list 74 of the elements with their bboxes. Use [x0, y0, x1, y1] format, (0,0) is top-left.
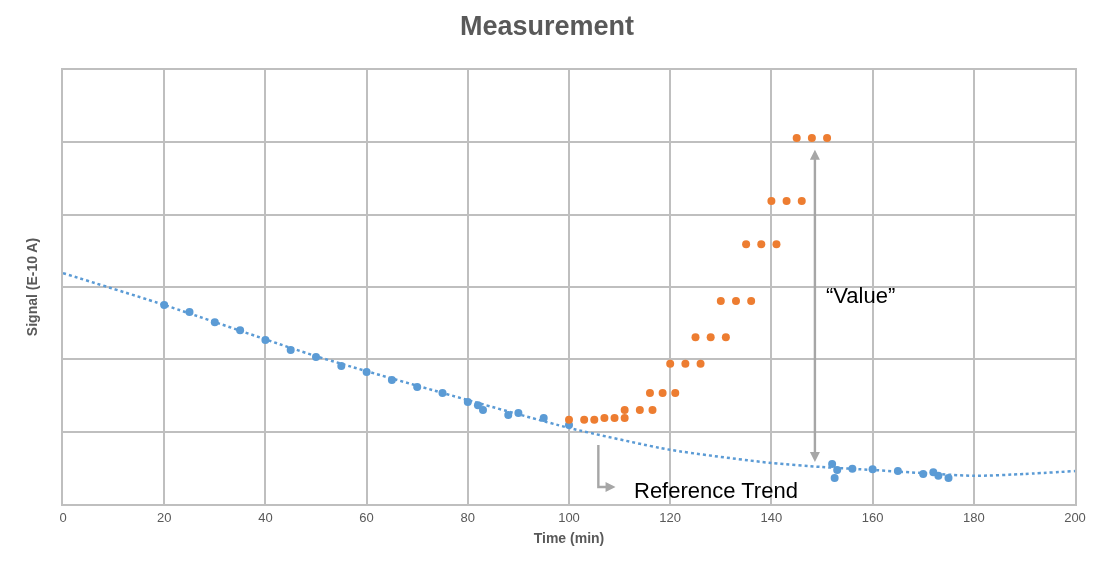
- point: [387, 375, 396, 384]
- point: [757, 240, 766, 249]
- point: [792, 134, 801, 143]
- point: [600, 414, 609, 423]
- point: [671, 389, 680, 398]
- x-tick-label: 60: [359, 509, 374, 525]
- point: [504, 411, 513, 420]
- point: [645, 389, 654, 398]
- point: [413, 382, 422, 391]
- point: [742, 240, 751, 249]
- x-tick-label: 120: [659, 509, 682, 525]
- point: [362, 367, 371, 376]
- point: [721, 333, 730, 342]
- x-tick-label: 160: [861, 509, 884, 525]
- point: [868, 465, 877, 474]
- point: [565, 415, 573, 424]
- point: [893, 467, 902, 476]
- point: [610, 414, 619, 423]
- point: [772, 240, 781, 249]
- x-tick-label: 140: [760, 509, 783, 525]
- point: [236, 326, 245, 335]
- point: [463, 397, 472, 406]
- point: [590, 415, 599, 424]
- point: [767, 197, 776, 206]
- x-tick-label: 180: [962, 509, 985, 525]
- point: [807, 134, 816, 143]
- point: [648, 405, 657, 414]
- chart-title: Measurement: [459, 11, 635, 42]
- point: [337, 362, 346, 371]
- point: [620, 405, 629, 414]
- point: [514, 408, 523, 417]
- point: [691, 333, 700, 342]
- point: [658, 389, 667, 398]
- x-tick-label: 100: [558, 509, 580, 525]
- point: [635, 405, 644, 414]
- point: [666, 359, 675, 368]
- point: [539, 414, 548, 423]
- point: [438, 389, 447, 398]
- point: [210, 318, 219, 327]
- point: [731, 296, 740, 305]
- point: [681, 359, 690, 368]
- point: [830, 474, 839, 483]
- point: [797, 197, 806, 206]
- point: [478, 405, 487, 414]
- point: [696, 359, 705, 368]
- point: [620, 414, 629, 423]
- point: [833, 465, 842, 474]
- point: [261, 336, 270, 345]
- x-tick-label: 40: [258, 509, 273, 525]
- point: [919, 469, 928, 478]
- x-tick-label: 20: [156, 509, 172, 525]
- point: [286, 345, 295, 354]
- point: [944, 474, 953, 483]
- x-tick-label: 0: [59, 509, 67, 525]
- point: [848, 464, 857, 473]
- point: [473, 401, 482, 410]
- point: [185, 307, 194, 316]
- point: [929, 468, 938, 477]
- point: [934, 471, 943, 480]
- x-tick-label: 200: [1064, 509, 1086, 525]
- point: [716, 296, 725, 305]
- point: [828, 460, 837, 469]
- y-axis-title: Signal (E-10 A): [24, 237, 41, 337]
- annotation: “Value”: [826, 283, 896, 308]
- point: [706, 333, 715, 342]
- point: [580, 415, 589, 424]
- x-axis-title: Time (min): [533, 530, 605, 547]
- point: [160, 300, 169, 309]
- annotation: Reference Trend: [634, 478, 798, 503]
- x-tick-label: 80: [460, 509, 476, 525]
- point: [823, 134, 832, 143]
- point: [747, 296, 756, 305]
- point: [312, 352, 320, 361]
- point: [782, 197, 791, 206]
